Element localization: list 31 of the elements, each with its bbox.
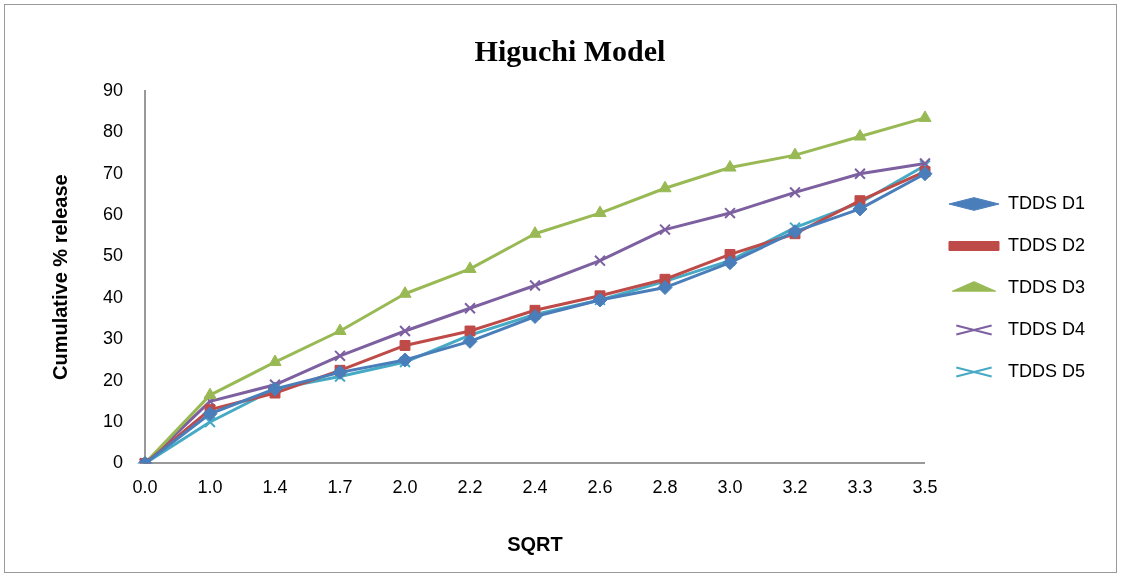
x-tick-label: 1.0 (197, 477, 223, 498)
x-tick-label: 2.4 (522, 477, 548, 498)
y-tick-label: 10 (102, 410, 124, 431)
x-tick-label: 3.5 (912, 477, 938, 498)
y-tick-label: 50 (102, 245, 124, 266)
x-tick-label: 2.6 (587, 477, 613, 498)
y-tick-label: 40 (102, 286, 124, 307)
y-tick-label: 90 (102, 79, 124, 100)
chart-title: Higuchi Model (474, 33, 666, 67)
y-tick-label: 20 (102, 369, 124, 390)
x-tick-label: 2.8 (652, 477, 678, 498)
x-tick-label: 3.0 (717, 477, 743, 498)
x-axis-title: SQRT (507, 532, 563, 555)
x-tick-label: 1.7 (327, 477, 353, 498)
legend-label: TDDS D5 (1007, 360, 1086, 381)
y-tick-label: 70 (102, 162, 124, 183)
y-tick-label: 0 (113, 452, 124, 473)
legend-label: TDDS D4 (1007, 318, 1086, 339)
x-tick-label: 0.0 (132, 477, 158, 498)
y-tick-label: 80 (102, 121, 124, 142)
x-tick-label: 1.4 (262, 477, 288, 498)
x-tick-label: 3.2 (782, 477, 808, 498)
legend-label: TDDS D1 (1007, 192, 1086, 213)
y-tick-label: 30 (102, 328, 124, 349)
y-axis-title: Cumulative % release (48, 174, 71, 381)
legend-label: TDDS D2 (1007, 234, 1086, 255)
x-tick-label: 3.3 (847, 477, 873, 498)
x-tick-label: 2.2 (457, 477, 483, 498)
y-tick-label: 60 (102, 204, 124, 225)
legend-label: TDDS D3 (1007, 276, 1086, 297)
x-tick-label: 2.0 (392, 477, 418, 498)
